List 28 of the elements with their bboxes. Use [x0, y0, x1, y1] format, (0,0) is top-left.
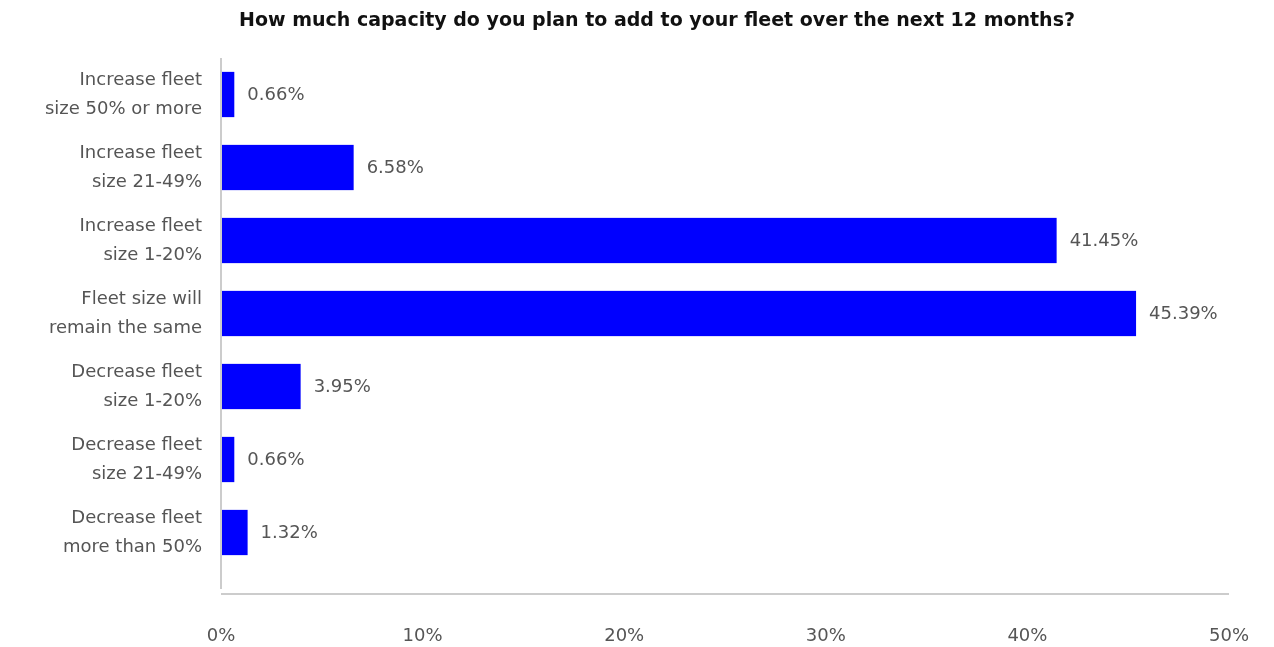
- data-label: 41.45%: [1069, 228, 1139, 250]
- bar: [221, 144, 354, 191]
- x-tick-label: 0%: [206, 624, 236, 645]
- data-label: 45.39%: [1149, 301, 1218, 323]
- bar: [221, 436, 235, 483]
- bar: [221, 363, 301, 410]
- data-label: 6.58%: [366, 155, 424, 177]
- y-tick-label: Decrease fleet size 21-49%: [71, 433, 202, 483]
- y-tick-label: Fleet size will remain the same: [48, 287, 202, 337]
- y-tick-label: Increase fleet size 50% or more: [44, 68, 202, 118]
- y-tick-label: Decrease fleet more than 50%: [63, 506, 202, 556]
- y-tick-label: Decrease fleet size 1-20%: [71, 360, 202, 410]
- y-tick-label: Increase fleet size 21-49%: [79, 141, 202, 191]
- bar: [221, 290, 1137, 337]
- data-label: 0.66%: [247, 447, 305, 469]
- bar: [221, 217, 1057, 264]
- bar: [221, 509, 248, 556]
- x-tick-label: 20%: [604, 624, 645, 645]
- bar: [221, 71, 235, 118]
- data-label: 3.95%: [313, 374, 371, 396]
- data-label: 0.66%: [247, 82, 305, 104]
- x-tick-label: 30%: [805, 624, 846, 645]
- data-label: 1.32%: [260, 520, 318, 542]
- x-tick-label: 10%: [402, 624, 443, 645]
- chart-title: How much capacity do you plan to add to your fleet over the next 12 months?: [239, 8, 1075, 30]
- x-tick-label: 40%: [1007, 624, 1048, 645]
- y-tick-label: Increase fleet size 1-20%: [79, 214, 202, 264]
- x-tick-label: 50%: [1208, 624, 1250, 645]
